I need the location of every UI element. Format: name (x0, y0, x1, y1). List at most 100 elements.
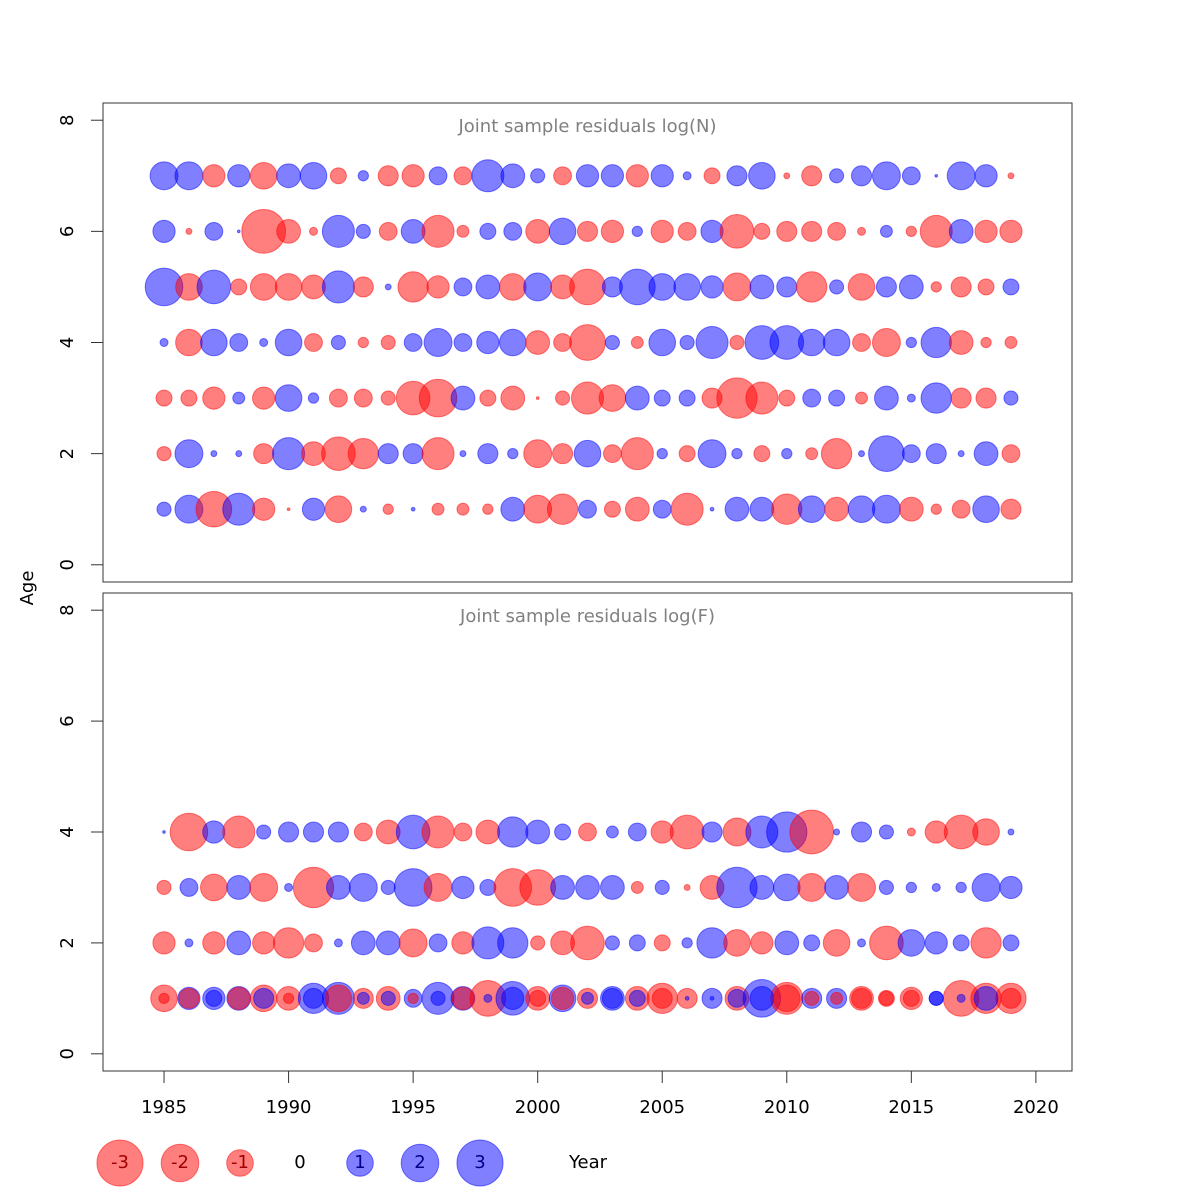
bubble (321, 270, 355, 304)
bubble (824, 496, 849, 522)
y-tick-label: 0 (57, 1048, 78, 1059)
bubble (397, 271, 429, 303)
bubble (581, 991, 594, 1005)
y-tick-label: 8 (57, 114, 78, 125)
bubble (980, 336, 992, 349)
bubble (956, 993, 966, 1003)
bubble (550, 875, 575, 900)
bubble (357, 336, 369, 349)
bubble (431, 502, 445, 516)
bubble (276, 163, 301, 189)
legend-label: -3 (111, 1152, 129, 1173)
bubble (407, 992, 419, 1005)
bubble (857, 226, 867, 236)
bubble (920, 382, 952, 414)
bubble (235, 450, 243, 458)
bubble (789, 809, 835, 855)
bubble (321, 214, 355, 248)
bubble (500, 163, 526, 189)
bubble (554, 823, 572, 841)
bubble (871, 494, 901, 524)
bubble (898, 496, 924, 522)
bubble (253, 987, 275, 1009)
bubble (628, 989, 646, 1007)
bubble (348, 873, 378, 902)
bubble (905, 881, 917, 894)
bubble (695, 325, 729, 360)
bubble (378, 221, 398, 241)
bubble (382, 503, 394, 515)
bubble (456, 502, 470, 516)
bubble (781, 447, 793, 460)
bubble (152, 931, 176, 955)
bubble (304, 933, 323, 953)
x-tick-label: 1985 (141, 1097, 187, 1118)
bubble (678, 389, 696, 407)
bubble (555, 390, 571, 406)
bubble (380, 990, 396, 1006)
bubble (475, 819, 501, 845)
legend-label: 1 (354, 1152, 365, 1173)
bubble (681, 937, 693, 949)
bubble (1001, 444, 1021, 464)
bubble (805, 447, 819, 461)
bubble (931, 882, 941, 892)
bubble (999, 875, 1023, 900)
bubble (200, 328, 228, 357)
bubble (858, 450, 865, 458)
bubble (308, 226, 318, 236)
bubble (653, 934, 671, 952)
bubble (847, 273, 876, 301)
bubble (553, 166, 573, 186)
bubble (771, 493, 803, 525)
bubble (453, 822, 473, 842)
bubble (802, 388, 822, 408)
bubble (928, 990, 944, 1006)
bubble (353, 822, 373, 842)
bubble (327, 821, 349, 843)
bubble (272, 437, 306, 471)
bubble (380, 390, 396, 406)
legend-label: -1 (231, 1152, 249, 1173)
bubble (951, 499, 971, 519)
bubble (278, 821, 300, 843)
bubble (162, 830, 166, 834)
bubble (375, 930, 401, 956)
bubble (1007, 828, 1015, 836)
bubble (604, 935, 620, 951)
bubble (552, 443, 574, 465)
bubble (897, 929, 926, 957)
bubble (578, 822, 597, 842)
bubble (830, 991, 844, 1005)
bubble (253, 443, 275, 465)
bubble (723, 929, 751, 957)
bubble (252, 386, 276, 410)
bubble (471, 159, 505, 193)
bubble (451, 931, 475, 955)
x-tick-label: 1990 (266, 1097, 312, 1118)
legend-bubble (346, 1149, 374, 1177)
bubble (625, 164, 649, 188)
bubble (180, 389, 198, 407)
bubble (576, 220, 599, 242)
bubble (630, 881, 644, 894)
bubble (202, 164, 226, 188)
bubble (650, 219, 674, 243)
bubble (410, 506, 416, 512)
bubble (326, 875, 351, 900)
bubble (654, 879, 670, 895)
bubble (731, 447, 743, 460)
bubble (252, 931, 276, 955)
bubble (333, 938, 343, 948)
bubble (701, 821, 723, 843)
x-tick-label: 1995 (390, 1097, 436, 1118)
bubble (772, 873, 801, 902)
bubble (1002, 934, 1020, 952)
bubble (156, 501, 172, 517)
bubble (631, 225, 643, 238)
bubble (726, 165, 748, 187)
bubble (227, 164, 251, 188)
bubble (776, 220, 798, 242)
bubble (530, 168, 546, 184)
